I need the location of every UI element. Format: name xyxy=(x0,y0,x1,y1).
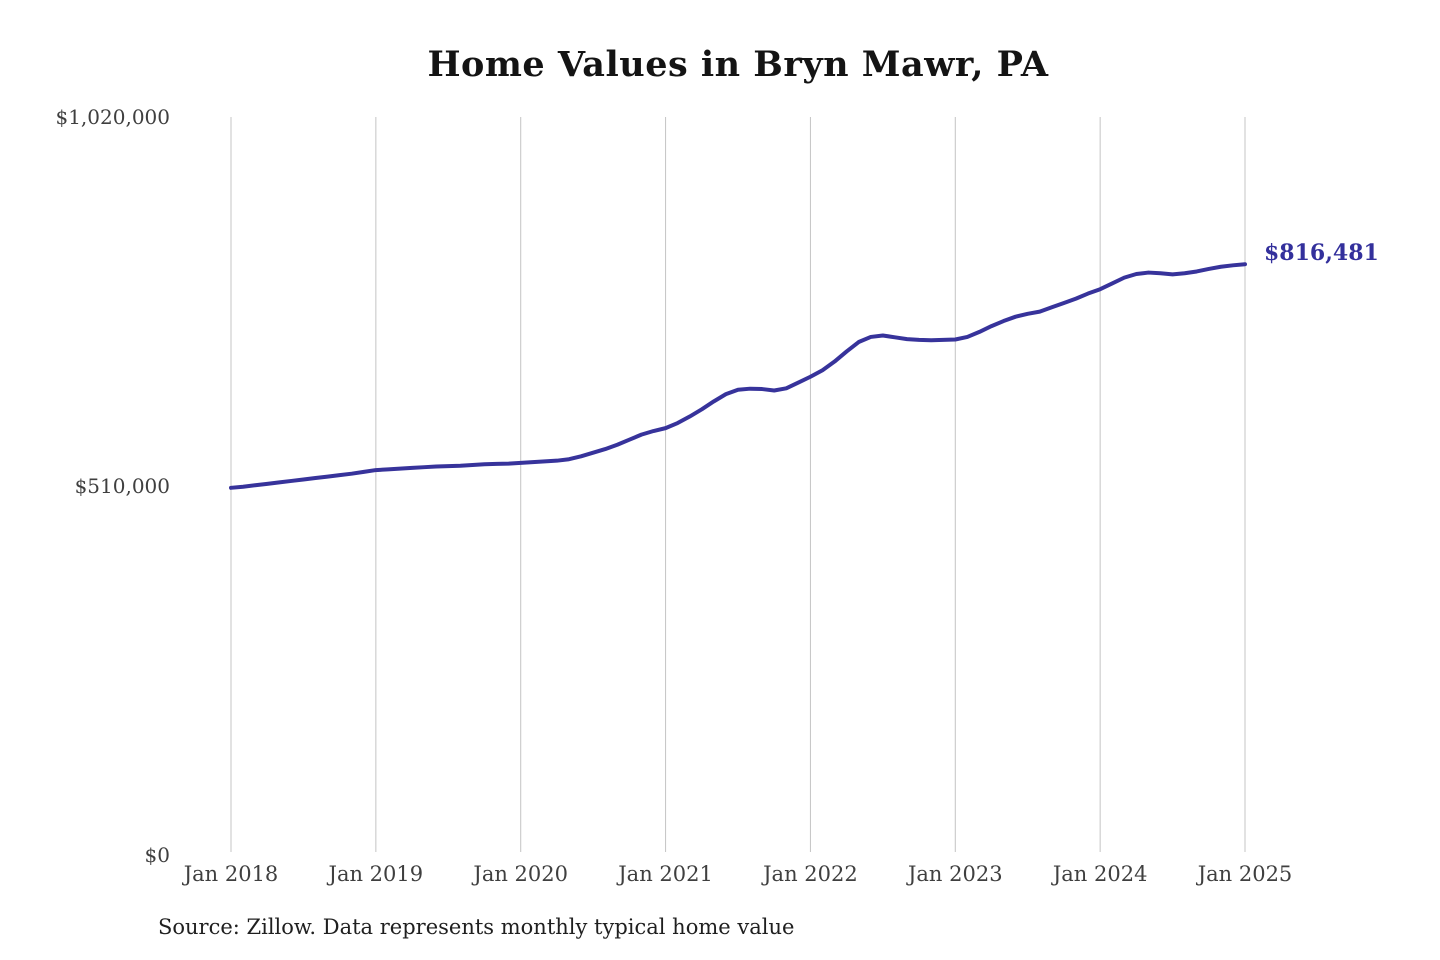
x-tick-label: Jan 2023 xyxy=(907,862,1003,886)
x-tick-label: Jan 2020 xyxy=(473,862,568,886)
y-tick-label: $0 xyxy=(144,843,170,867)
source-note: Source: Zillow. Data represents monthly … xyxy=(158,915,795,939)
x-tick-label: Jan 2019 xyxy=(328,862,424,886)
x-tick-label: Jan 2018 xyxy=(183,862,279,886)
y-tick-label: $1,020,000 xyxy=(55,105,170,129)
chart-title: Home Values in Bryn Mawr, PA xyxy=(427,44,1049,85)
latest-value-label: $816,481 xyxy=(1264,240,1379,267)
x-tick-label: Jan 2024 xyxy=(1052,862,1148,886)
value-line xyxy=(229,262,1247,490)
x-tick-label: Jan 2021 xyxy=(618,862,713,886)
x-tick-label: Jan 2025 xyxy=(1197,862,1293,886)
y-tick-label: $510,000 xyxy=(74,474,170,498)
x-tick-label: Jan 2022 xyxy=(763,862,858,886)
